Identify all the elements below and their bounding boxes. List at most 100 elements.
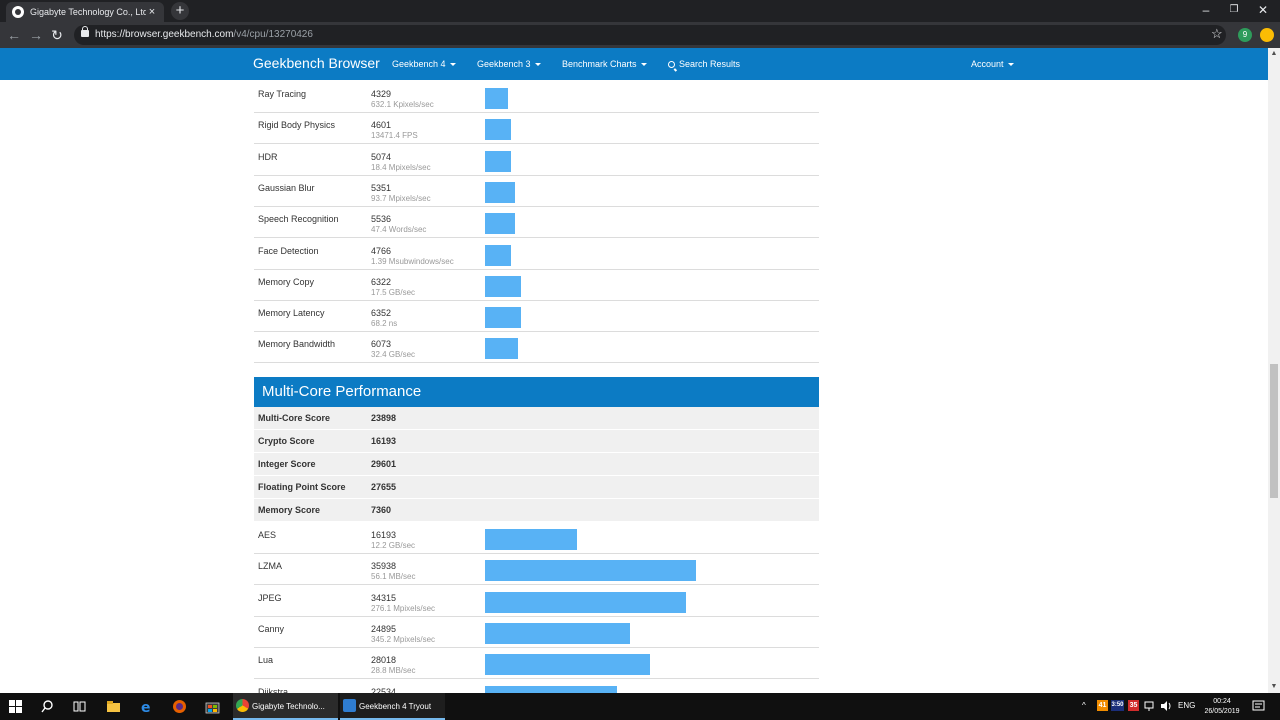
geekbench-favicon-icon: [12, 6, 24, 18]
nav-benchmark-charts[interactable]: Benchmark Charts: [562, 59, 647, 69]
edge-browser-icon[interactable]: e: [139, 699, 154, 714]
benchmark-row: Gaussian Blur 5351 93.7 Mpixels/sec: [254, 176, 819, 207]
benchmark-score: 28018: [371, 655, 397, 666]
network-icon[interactable]: [1144, 700, 1156, 712]
forward-button[interactable]: →: [29, 27, 43, 43]
tab-close-icon[interactable]: ×: [148, 6, 156, 18]
nav-account[interactable]: Account: [971, 59, 1014, 69]
benchmark-row: Speech Recognition 5536 47.4 Words/sec: [254, 207, 819, 239]
benchmark-detail: 93.7 Mpixels/sec: [371, 193, 431, 203]
firefox-icon[interactable]: [172, 699, 187, 714]
taskbar-geekbench-task[interactable]: Geekbench 4 Tryout: [340, 693, 445, 720]
tray-clock-badge[interactable]: 3:50: [1111, 700, 1124, 711]
benchmark-row: Memory Copy 6322 17.5 GB/sec: [254, 270, 819, 301]
new-tab-button[interactable]: +: [171, 2, 189, 20]
browser-tab[interactable]: Gigabyte Technology Co., Ltd. X4 ×: [6, 2, 164, 22]
benchmark-row: Canny 24895 345.2 Mpixels/sec: [254, 617, 819, 648]
score-value: 29601: [371, 459, 397, 469]
benchmark-score: 4601: [371, 120, 392, 131]
url-host: https://browser.geekbench.com: [95, 29, 234, 40]
benchmark-detail: 68.2 ns: [371, 319, 398, 329]
score-value: 27655: [371, 482, 397, 492]
benchmark-score: 4766: [371, 245, 392, 256]
nav-geekbench3[interactable]: Geekbench 3: [477, 59, 541, 69]
tray-temp-badge-1[interactable]: 41: [1097, 700, 1108, 711]
notifications-icon[interactable]: [1252, 700, 1265, 713]
benchmark-name: Lua: [258, 655, 274, 666]
taskbar-chrome-label: Gigabyte Technolo...: [252, 702, 325, 711]
browser-toolbar: ← → ↻ https://browser.geekbench.com/v4/c…: [0, 22, 1280, 48]
windows-start-icon[interactable]: [8, 699, 23, 714]
nav-search-results[interactable]: Search Results: [668, 59, 740, 69]
chrome-icon: [236, 699, 249, 712]
page-scrollbar[interactable]: ▲ ▼: [1268, 48, 1280, 693]
benchmark-score: 16193: [371, 530, 397, 540]
task-view-icon[interactable]: [72, 699, 87, 714]
brand-logo[interactable]: Geekbench Browser: [253, 55, 380, 71]
tray-chevron-icon[interactable]: ^: [1082, 701, 1086, 710]
profile-avatar[interactable]: [1260, 28, 1274, 42]
benchmark-detail: 276.1 Mpixels/sec: [371, 603, 436, 613]
nav-geekbench4[interactable]: Geekbench 4: [392, 59, 456, 69]
scroll-down-icon[interactable]: ▼: [1270, 683, 1278, 690]
score-bar: [485, 275, 521, 297]
section-title: Multi-Core Performance: [262, 383, 422, 400]
reload-button[interactable]: ↻: [51, 27, 63, 43]
scroll-thumb[interactable]: [1270, 364, 1278, 498]
url-path: /v4/cpu/13270426: [233, 29, 313, 40]
bookmark-star-icon[interactable]: ☆: [1211, 26, 1223, 41]
benchmark-name: Memory Bandwidth: [258, 339, 336, 350]
benchmark-name: Dijkstra: [258, 686, 289, 694]
benchmark-row: AES 16193 12.2 GB/sec: [254, 523, 819, 554]
volume-icon[interactable]: [1160, 700, 1172, 712]
benchmark-row: Memory Latency 6352 68.2 ns: [254, 301, 819, 333]
nav-geekbench3-label: Geekbench 3: [477, 59, 531, 69]
score-summary-row: Multi-Core Score 23898: [254, 407, 819, 430]
geekbench-app-icon: [343, 699, 356, 712]
back-button[interactable]: ←: [7, 27, 21, 43]
benchmark-score: 35938: [371, 561, 397, 572]
benchmark-score: 34315: [371, 592, 397, 603]
benchmark-name: Rigid Body Physics: [258, 120, 336, 131]
scroll-up-icon[interactable]: ▲: [1270, 50, 1278, 57]
restore-button[interactable]: ❐: [1229, 4, 1239, 15]
taskbar-chrome-task[interactable]: Gigabyte Technolo...: [233, 693, 338, 720]
benchmark-name: Speech Recognition: [258, 214, 339, 225]
benchmark-name: Gaussian Blur: [258, 182, 315, 193]
store-icon[interactable]: [205, 699, 220, 714]
minimize-button[interactable]: –: [1202, 3, 1210, 17]
benchmark-row: HDR 5074 18.4 Mpixels/sec: [254, 145, 819, 176]
file-explorer-icon[interactable]: [106, 699, 121, 714]
benchmark-detail: 17.5 GB/sec: [371, 287, 416, 297]
lock-icon: [81, 26, 89, 37]
benchmark-row: JPEG 34315 276.1 Mpixels/sec: [254, 586, 819, 617]
benchmark-score: 6352: [371, 308, 392, 319]
benchmark-score: 6322: [371, 276, 392, 287]
language-indicator[interactable]: ENG: [1178, 701, 1196, 710]
benchmark-name: Canny: [258, 623, 285, 634]
benchmark-row: Dijkstra 22534: [254, 680, 819, 694]
nav-search-label: Search Results: [679, 59, 741, 69]
score-name: Memory Score: [258, 505, 321, 515]
benchmark-row: LZMA 35938 56.1 MB/sec: [254, 554, 819, 586]
taskbar-clock[interactable]: 00:24 26/05/2019: [1200, 697, 1244, 717]
close-window-button[interactable]: ✕: [1257, 3, 1269, 17]
benchmark-detail: 18.4 Mpixels/sec: [371, 162, 431, 172]
search-icon: [668, 61, 675, 68]
score-summary-row: Floating Point Score 27655: [254, 476, 819, 499]
score-bar: [485, 213, 515, 235]
tray-temp-badge-2[interactable]: 35: [1128, 700, 1139, 711]
score-summary-row: Memory Score 7360: [254, 499, 819, 522]
extension-icon[interactable]: 9: [1238, 28, 1252, 42]
benchmark-name: LZMA: [258, 561, 283, 572]
benchmark-name: Ray Tracing: [258, 89, 307, 99]
score-bar: [485, 685, 617, 693]
address-bar[interactable]: https://browser.geekbench.com/v4/cpu/132…: [74, 25, 1226, 45]
benchmark-score: 5351: [371, 182, 392, 193]
score-summary-row: Integer Score 29601: [254, 453, 819, 476]
score-bar: [485, 307, 521, 329]
tab-title: Gigabyte Technology Co., Ltd. X4: [30, 7, 146, 17]
score-bar: [485, 529, 577, 550]
benchmark-detail: 345.2 Mpixels/sec: [371, 634, 436, 644]
search-icon[interactable]: [40, 699, 55, 714]
